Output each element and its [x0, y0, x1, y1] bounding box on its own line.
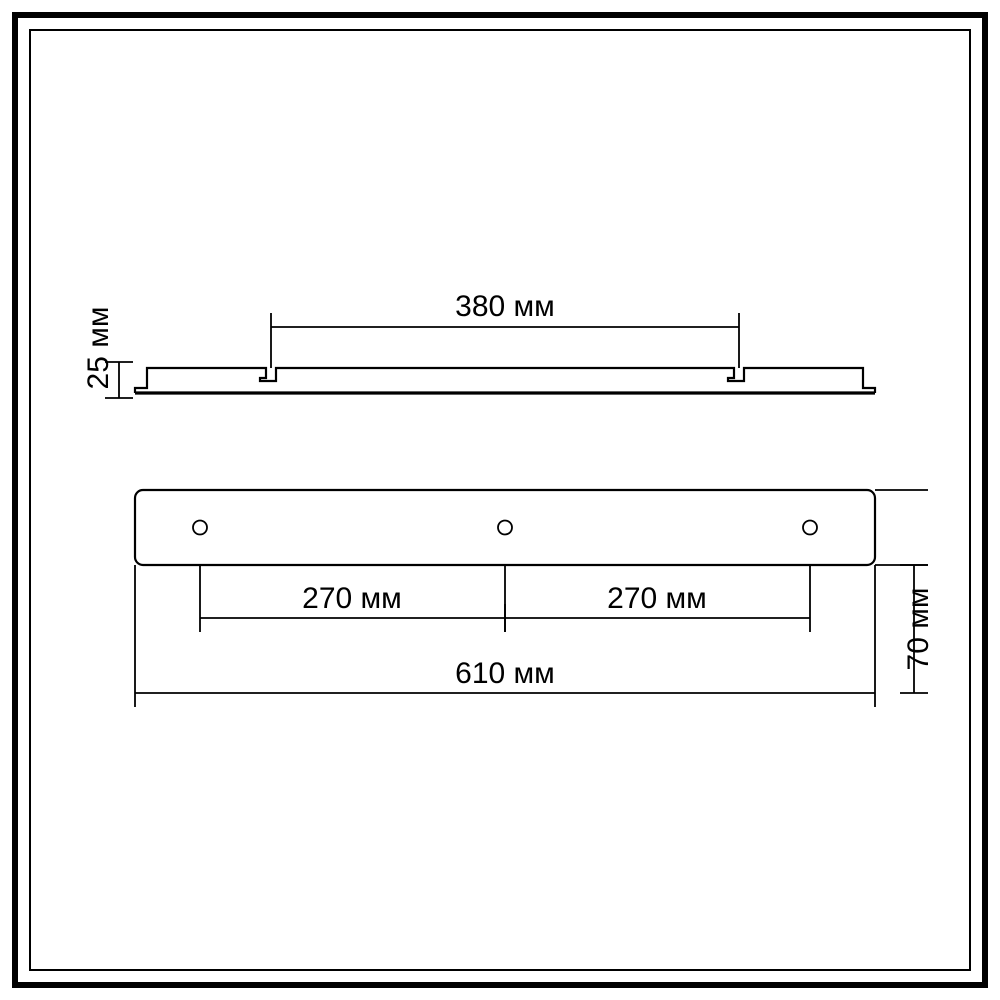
plan-hole-1: [193, 521, 207, 535]
plan-hole-3: [803, 521, 817, 535]
plan-outline: [135, 490, 875, 565]
dim-d270a-label: 270 мм: [302, 582, 402, 615]
dim-d610-label: 610 мм: [455, 657, 555, 690]
plan-hole-2: [498, 521, 512, 535]
dim-d70-label: 70 мм: [902, 588, 935, 671]
dim-d380-label: 380 мм: [455, 290, 555, 323]
outer-frame: [15, 15, 985, 985]
profile-outline: [135, 368, 875, 393]
inner-frame: [30, 30, 970, 970]
dim-d25-label: 25 мм: [82, 307, 115, 390]
dim-d270b-label: 270 мм: [607, 582, 707, 615]
